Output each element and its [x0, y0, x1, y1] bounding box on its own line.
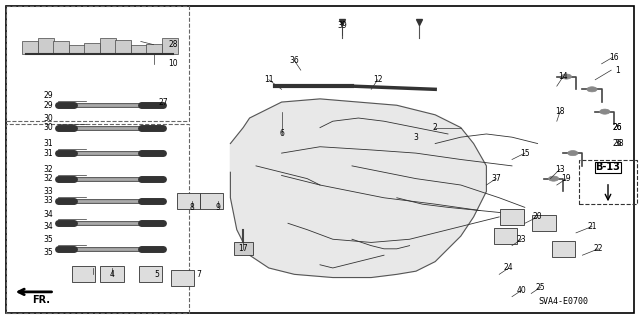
Bar	[552, 241, 575, 257]
Circle shape	[561, 74, 572, 79]
Text: 4: 4	[109, 270, 115, 279]
Bar	[6, 6, 189, 121]
Text: 10: 10	[168, 59, 178, 68]
Text: 26: 26	[612, 139, 623, 148]
Text: 15: 15	[520, 149, 530, 158]
Bar	[38, 38, 54, 54]
Text: 37: 37	[491, 174, 501, 183]
Circle shape	[548, 176, 559, 181]
Text: 14: 14	[558, 72, 568, 81]
Text: 34: 34	[43, 210, 53, 219]
Text: 19: 19	[561, 174, 572, 183]
Text: 31: 31	[43, 149, 53, 158]
Text: 32: 32	[43, 174, 53, 183]
Bar	[22, 41, 38, 54]
Text: 34: 34	[43, 222, 53, 231]
Text: 23: 23	[516, 235, 527, 244]
Text: 27: 27	[158, 98, 168, 107]
Bar	[234, 242, 253, 255]
Text: 18: 18	[556, 107, 564, 116]
Bar	[72, 266, 95, 282]
Text: 39: 39	[337, 21, 348, 30]
Text: 7: 7	[196, 270, 201, 279]
Bar	[162, 38, 178, 54]
Text: 2: 2	[433, 123, 438, 132]
Text: 9: 9	[215, 203, 220, 212]
Bar	[6, 124, 189, 313]
Text: 28: 28	[168, 40, 177, 49]
Bar	[100, 38, 116, 54]
Bar	[500, 209, 524, 225]
Bar	[579, 160, 637, 204]
Text: 36: 36	[289, 56, 300, 65]
Text: FR.: FR.	[33, 295, 51, 305]
Text: 20: 20	[532, 212, 543, 221]
Text: 6: 6	[279, 130, 284, 138]
Text: 1: 1	[615, 66, 620, 75]
Text: 29: 29	[43, 101, 53, 110]
Text: 30: 30	[43, 123, 53, 132]
Text: 35: 35	[43, 248, 53, 256]
Bar	[532, 215, 556, 231]
Text: 33: 33	[43, 187, 53, 196]
Polygon shape	[230, 99, 486, 278]
Bar	[53, 41, 69, 54]
Text: 3: 3	[413, 133, 419, 142]
Circle shape	[587, 87, 597, 92]
Text: 17: 17	[238, 244, 248, 253]
Text: 21: 21	[588, 222, 596, 231]
Text: 24: 24	[504, 263, 514, 272]
Bar	[494, 228, 517, 244]
Circle shape	[600, 109, 610, 114]
Text: 5: 5	[154, 270, 159, 279]
Bar	[84, 42, 100, 54]
Bar	[139, 266, 162, 282]
Circle shape	[568, 151, 578, 156]
Text: 12: 12	[373, 75, 382, 84]
Bar	[147, 43, 163, 54]
Text: 31: 31	[43, 139, 53, 148]
Text: 22: 22	[594, 244, 603, 253]
Text: 38: 38	[614, 139, 625, 148]
Text: 33: 33	[43, 197, 53, 205]
Bar	[177, 193, 200, 209]
Text: 29: 29	[43, 92, 53, 100]
Text: SVA4-E0700: SVA4-E0700	[539, 297, 589, 306]
Bar	[115, 40, 131, 54]
Text: 32: 32	[43, 165, 53, 174]
Text: 11: 11	[264, 75, 273, 84]
Text: 13: 13	[555, 165, 565, 174]
Bar	[200, 193, 223, 209]
Text: 35: 35	[43, 235, 53, 244]
Text: 16: 16	[609, 53, 620, 62]
Text: B-13: B-13	[596, 162, 620, 173]
Bar	[171, 270, 194, 286]
Text: 25: 25	[536, 283, 546, 292]
Text: 26: 26	[612, 123, 623, 132]
Text: 26: 26	[612, 123, 623, 132]
Text: 30: 30	[43, 114, 53, 123]
Bar	[69, 45, 85, 54]
Bar	[131, 45, 147, 54]
Bar	[100, 266, 124, 282]
Text: 40: 40	[516, 286, 527, 295]
Text: 8: 8	[189, 203, 195, 212]
